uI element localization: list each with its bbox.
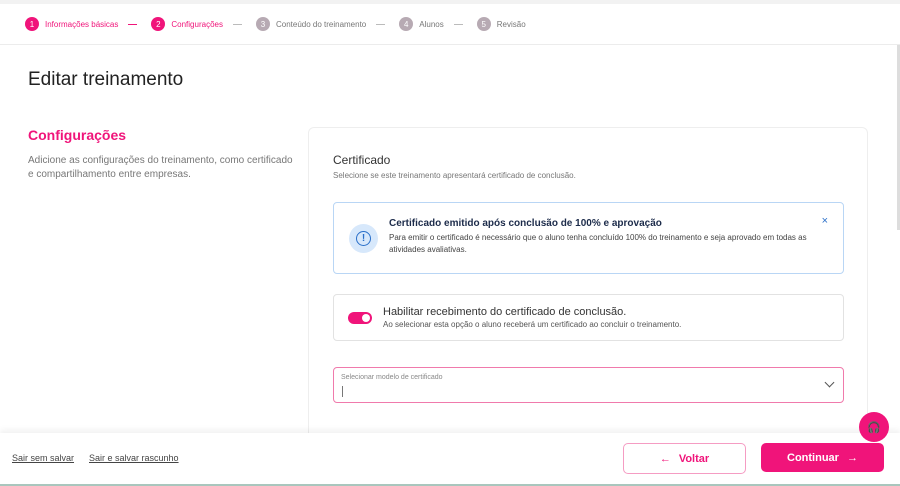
back-button[interactable]: ← Voltar (623, 443, 746, 474)
select-label: Selecionar modelo de certificado (341, 374, 443, 381)
step-label: Informações básicas (45, 19, 119, 29)
continue-button[interactable]: Continuar → (761, 443, 884, 472)
close-icon[interactable]: × (821, 215, 828, 227)
certificate-model-select[interactable]: Selecionar modelo de certificado (333, 367, 844, 403)
toggle-label: Habilitar recebimento do certificado de … (383, 306, 627, 318)
step-configuracoes[interactable]: 2 Configurações (151, 17, 242, 31)
toggle-description: Ao selecionar esta opção o aluno receber… (383, 320, 682, 329)
exit-save-draft-link[interactable]: Sair e salvar rascunho (89, 453, 179, 463)
info-alert: ! Certificado emitido após conclusão de … (333, 202, 844, 274)
arrow-left-icon: ← (659, 452, 671, 465)
scrollbar[interactable] (897, 45, 900, 230)
bottom-border (0, 484, 900, 486)
step-number: 5 (476, 17, 491, 31)
step-divider (232, 23, 242, 25)
certificate-toggle[interactable] (348, 312, 372, 324)
exit-without-saving-link[interactable]: Sair sem salvar (12, 453, 75, 463)
step-informacoes-basicas[interactable]: 1 Informações básicas (25, 17, 138, 31)
continue-label: Continuar (787, 451, 839, 464)
step-label: Configurações (171, 19, 223, 29)
chevron-down-icon[interactable] (824, 377, 835, 388)
certificate-subtitle: Selecione se este treinamento apresentar… (333, 171, 576, 180)
alert-title: Certificado emitido após conclusão de 10… (389, 218, 662, 229)
headset-help-button[interactable]: 🎧 (859, 412, 889, 442)
step-alunos[interactable]: 4 Alunos (399, 17, 463, 31)
step-conteudo[interactable]: 3 Conteúdo do treinamento (255, 17, 386, 31)
step-number: 3 (255, 17, 270, 31)
step-label: Conteúdo do treinamento (275, 19, 367, 29)
arrow-right-icon: → (846, 451, 858, 464)
exclamation-circle-icon: ! (349, 224, 378, 253)
certificate-title: Certificado (333, 153, 391, 167)
step-label: Revisão (496, 19, 526, 29)
step-number: 1 (25, 17, 39, 31)
stepper: 1 Informações básicas 2 Configurações 3 Con… (0, 4, 900, 45)
alert-text: Para emitir o certificado é necessário q… (389, 233, 807, 254)
section-description: Adicione as configurações do treinamento… (28, 155, 293, 180)
step-label: Alunos (419, 19, 444, 29)
step-revisao[interactable]: 5 Revisão (476, 17, 526, 31)
step-divider (453, 23, 463, 25)
top-bar (0, 0, 900, 4)
certificate-toggle-box: Habilitar recebimento do certificado de … (333, 294, 844, 341)
footer: Sair sem salvar Sair e salvar rascunho ←… (0, 433, 900, 486)
step-divider (376, 23, 386, 25)
page-title: Editar treinamento (28, 69, 184, 90)
step-divider (128, 23, 138, 25)
section-title: Configurações (28, 127, 127, 143)
text-cursor (342, 386, 343, 397)
back-label: Voltar (678, 452, 710, 465)
step-number: 4 (399, 17, 414, 31)
step-number: 2 (151, 17, 166, 31)
